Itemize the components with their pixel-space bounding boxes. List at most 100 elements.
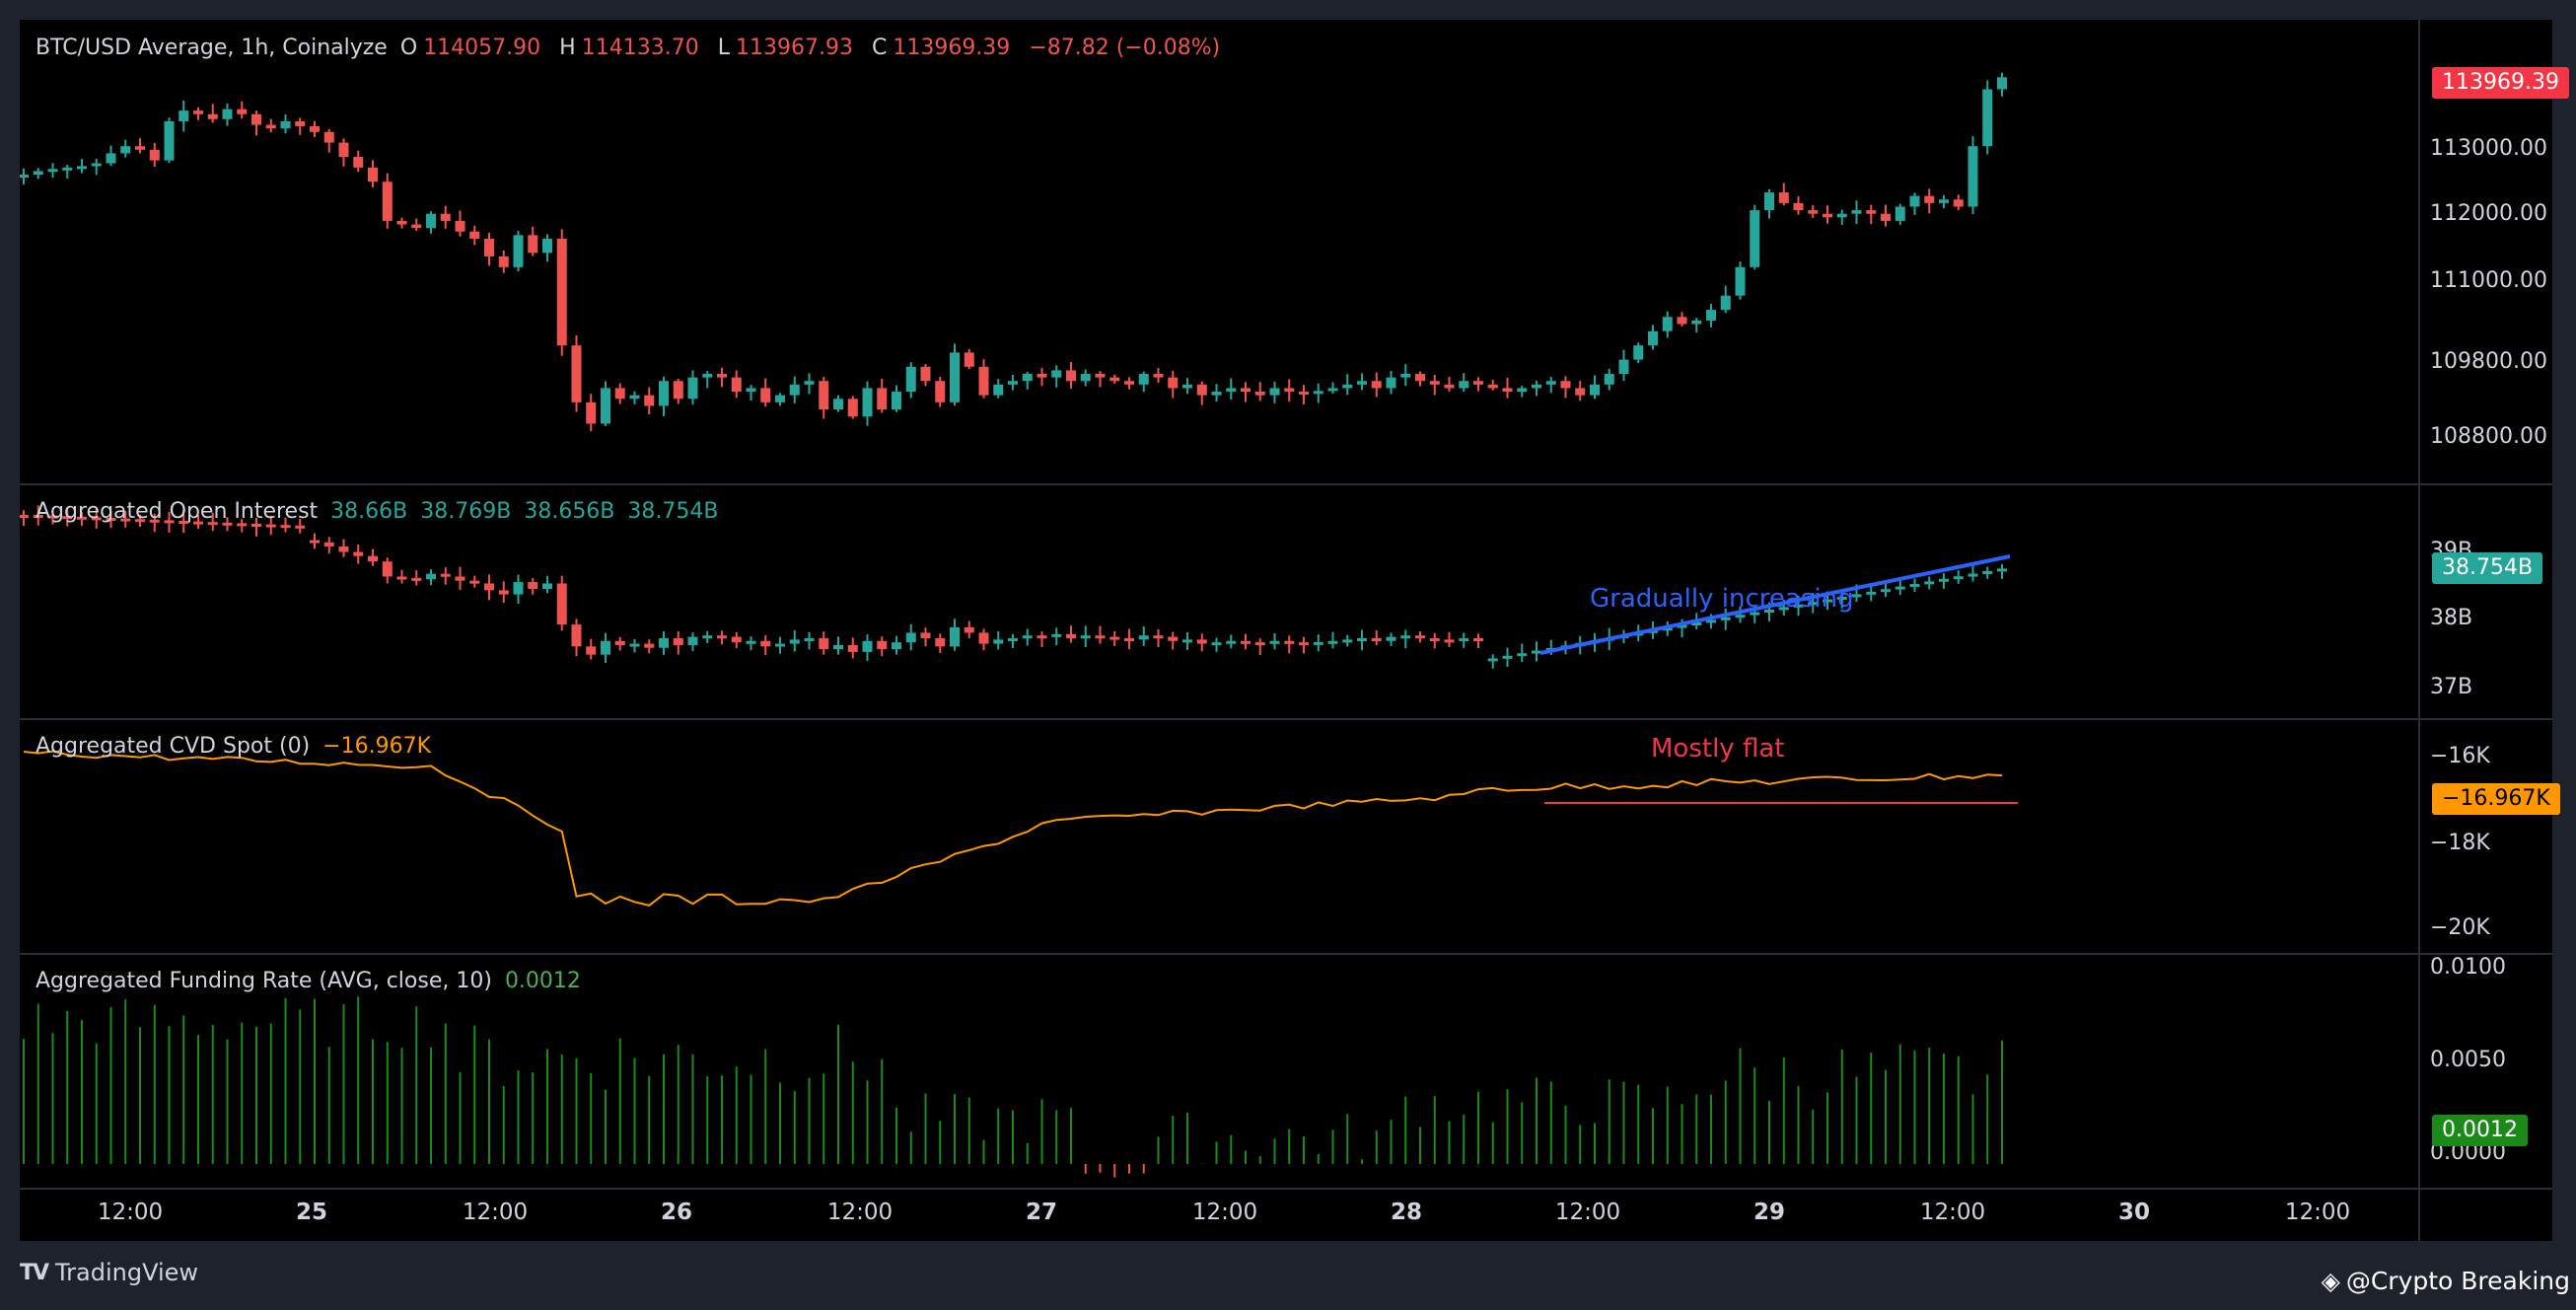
time-tick: 12:00 bbox=[1554, 1200, 1621, 1225]
price-candle bbox=[601, 388, 610, 424]
time-tick: 30 bbox=[2117, 1200, 2151, 1225]
oi-candle bbox=[382, 561, 393, 577]
tradingview-logo[interactable]: 𝗧𝗩 TradingView bbox=[20, 1259, 199, 1286]
price-candle bbox=[1051, 370, 1062, 378]
funding-bar bbox=[1797, 1085, 1800, 1164]
funding-tick: 0.0050 bbox=[2430, 1048, 2506, 1072]
oi-candle bbox=[513, 582, 524, 595]
oi-candle bbox=[819, 638, 829, 650]
cvd-pane[interactable]: Aggregated CVD Spot (0) −16.967K Mostly … bbox=[20, 720, 2418, 953]
price-candle bbox=[1691, 320, 1702, 325]
oi-candle bbox=[1735, 615, 1746, 619]
funding-bar bbox=[1128, 1164, 1130, 1174]
funding-bar bbox=[1536, 1077, 1538, 1164]
open-interest-pane[interactable]: Aggregated Open Interest 38.66B 38.769B … bbox=[20, 485, 2418, 718]
funding-bar bbox=[1870, 1052, 1873, 1164]
pane-divider[interactable] bbox=[20, 953, 2552, 955]
funding-bar bbox=[36, 1003, 39, 1164]
price-candle bbox=[1196, 384, 1207, 396]
price-candle bbox=[892, 392, 901, 410]
pane-divider[interactable] bbox=[20, 483, 2552, 485]
funding-bar bbox=[706, 1076, 709, 1164]
oi-candle bbox=[1517, 653, 1528, 657]
funding-bar bbox=[823, 1073, 825, 1164]
price-candle bbox=[1851, 210, 1862, 214]
oi-candle bbox=[586, 646, 597, 655]
price-candle bbox=[1357, 381, 1367, 385]
funding-bar bbox=[1375, 1130, 1378, 1164]
oi-candle bbox=[993, 639, 1004, 644]
funding-bars bbox=[23, 996, 2003, 1178]
funding-bar bbox=[1026, 1142, 1029, 1164]
price-candle bbox=[775, 395, 785, 402]
funding-bar bbox=[284, 998, 287, 1164]
funding-bar bbox=[1840, 1049, 1843, 1164]
oi-candle bbox=[1327, 640, 1338, 644]
oi-legend: Aggregated Open Interest 38.66B 38.769B … bbox=[36, 499, 719, 524]
price-tick: 111000.00 bbox=[2430, 268, 2547, 293]
price-candle bbox=[586, 401, 597, 424]
funding-bar bbox=[1986, 1074, 1989, 1164]
oi-candle bbox=[1487, 658, 1498, 662]
funding-bar bbox=[1855, 1076, 1858, 1164]
funding-bar bbox=[1666, 1086, 1669, 1164]
oi-candle bbox=[935, 638, 946, 647]
price-candle bbox=[1269, 388, 1280, 396]
cvd-annotation[interactable]: Mostly flat bbox=[1651, 734, 1785, 764]
funding-pane[interactable]: Aggregated Funding Rate (AVG, close, 10)… bbox=[20, 955, 2418, 1188]
price-candle bbox=[1459, 381, 1469, 389]
funding-bar bbox=[269, 1023, 272, 1164]
oi-candle bbox=[877, 640, 888, 650]
funding-bar bbox=[1898, 1044, 1901, 1164]
price-candle bbox=[469, 231, 480, 239]
oi-candle bbox=[179, 521, 189, 524]
time-tick: 25 bbox=[295, 1200, 328, 1225]
oi-candle bbox=[1037, 635, 1047, 639]
price-candle bbox=[1808, 210, 1819, 214]
oi-candle bbox=[1532, 650, 1541, 654]
funding-bar bbox=[502, 1086, 505, 1164]
funding-bar bbox=[1943, 1053, 1945, 1164]
funding-bar bbox=[1695, 1094, 1698, 1164]
price-candle bbox=[455, 220, 465, 232]
oi-candle bbox=[353, 551, 364, 556]
funding-bar bbox=[881, 1058, 884, 1164]
funding-bar bbox=[182, 1015, 185, 1164]
funding-bar bbox=[1491, 1122, 1494, 1164]
price-pane[interactable]: BTC/USD Average, 1h, Coinalyze O 114057.9… bbox=[20, 20, 2418, 483]
funding-bar bbox=[1521, 1102, 1524, 1164]
price-candle bbox=[629, 395, 640, 400]
oi-tick: 38B bbox=[2430, 606, 2473, 630]
oi-candle bbox=[673, 638, 683, 645]
oi-candle bbox=[1269, 640, 1280, 644]
price-candle bbox=[368, 167, 378, 182]
price-candle bbox=[1924, 195, 1935, 203]
funding-bar bbox=[866, 1080, 869, 1164]
price-candle bbox=[819, 381, 829, 410]
oi-candle bbox=[1051, 633, 1062, 637]
price-candle bbox=[513, 235, 524, 267]
funding-bar bbox=[618, 1038, 621, 1164]
funding-bar bbox=[1812, 1109, 1815, 1164]
oi-candle bbox=[731, 636, 742, 643]
pane-divider[interactable] bbox=[20, 718, 2552, 720]
funding-bar bbox=[1885, 1069, 1887, 1164]
price-candle bbox=[1138, 374, 1149, 385]
funding-bar bbox=[23, 1039, 25, 1164]
price-candle bbox=[804, 381, 815, 385]
chart-frame[interactable]: BTC/USD Average, 1h, Coinalyze O 114057.9… bbox=[20, 20, 2569, 1241]
oi-candle bbox=[1254, 642, 1265, 646]
price-candle bbox=[1124, 381, 1134, 385]
price-candle bbox=[920, 366, 931, 382]
price-candle bbox=[760, 388, 771, 402]
oi-candle bbox=[455, 576, 465, 581]
oi-annotation[interactable]: Gradually increasing bbox=[1590, 584, 1854, 614]
oi-candle bbox=[629, 643, 640, 647]
price-candle bbox=[1313, 391, 1324, 395]
funding-bar bbox=[1258, 1155, 1261, 1164]
oi-candle bbox=[91, 517, 102, 521]
price-candle bbox=[1793, 202, 1804, 211]
price-candle bbox=[1022, 374, 1033, 382]
funding-bar bbox=[764, 1049, 767, 1164]
price-candle bbox=[1545, 381, 1556, 385]
